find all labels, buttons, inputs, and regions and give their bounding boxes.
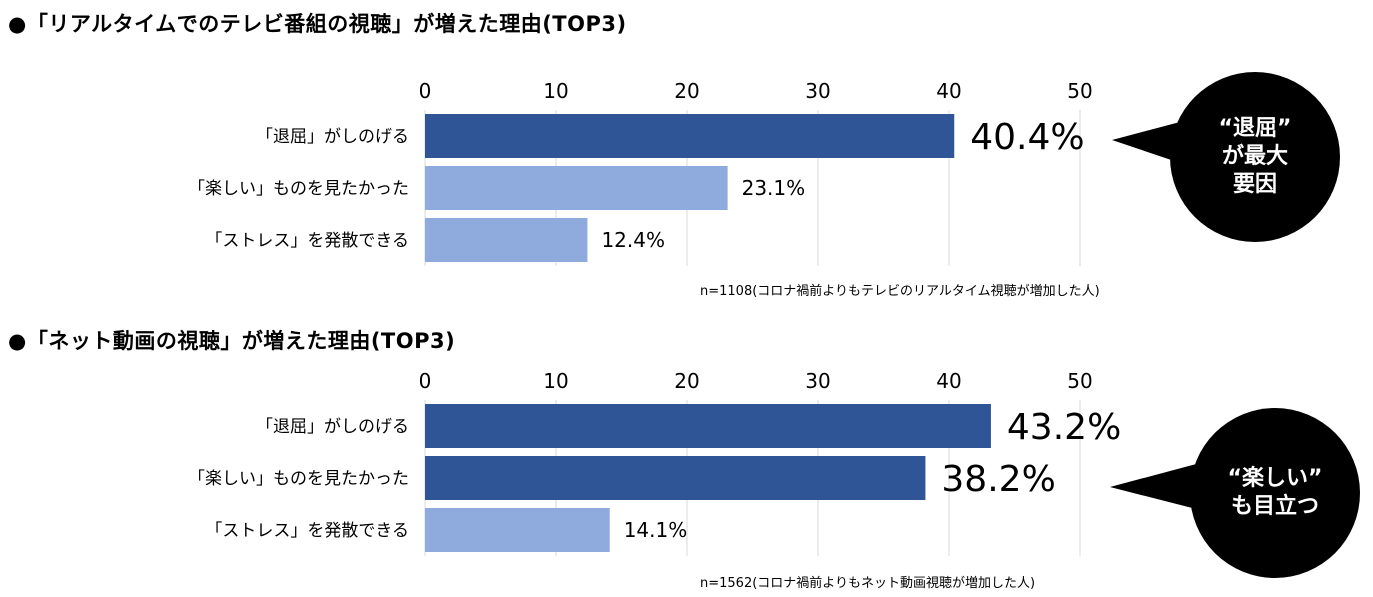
- chart2-bar-chart: 0 10 20 30 40 50 「退屈」がしのげる 43.2% 「楽しい」ものを見たかった 38…: [188, 369, 1121, 556]
- chart2-bar: [425, 508, 610, 552]
- chart2-tick-label: 20: [674, 369, 699, 393]
- chart1-tick-label: 40: [936, 79, 961, 103]
- chart2-bar: [425, 456, 926, 500]
- chart1-value-label: 23.1%: [742, 176, 806, 200]
- chart2-category-label: 「楽しい」ものを見たかった: [188, 469, 409, 489]
- chart2-callout-text: “楽しい” も目立つ: [1227, 466, 1323, 519]
- chart1-tick-label: 50: [1067, 79, 1092, 103]
- chart2-tick-label: 0: [419, 369, 432, 393]
- chart2-title: ●「ネット動画の視聴」が増えた理由(TOP3): [8, 329, 456, 353]
- chart1-callout-text: “退屈” が最大 要因: [1218, 116, 1292, 197]
- chart1-category-label: 「ストレス」を発散できる: [205, 231, 409, 251]
- chart1-value-label: 12.4%: [601, 228, 665, 252]
- chart1-title: ●「リアルタイムでのテレビ番組の視聴」が増えた理由(TOP3): [8, 12, 627, 36]
- chart1-bar: [425, 114, 955, 158]
- chart1-category-label: 「楽しい」ものを見たかった: [188, 179, 409, 199]
- chart2-tick-label: 50: [1067, 369, 1092, 393]
- chart2-value-label: 43.2%: [1007, 407, 1121, 448]
- chart2-sample-note: n=1562(コロナ禍前よりもネット動画視聴が増加した人): [700, 576, 1036, 591]
- chart2-category-label: 「ストレス」を発散できる: [205, 521, 409, 541]
- chart1-sample-note: n=1108(コロナ禍前よりもテレビのリアルタイム視聴が増加した人): [700, 284, 1100, 299]
- chart2-tick-label: 40: [936, 369, 961, 393]
- chart2-category-label: 「退屈」がしのげる: [256, 417, 409, 437]
- chart2-value-label: 14.1%: [624, 518, 688, 542]
- chart2-value-label: 38.2%: [941, 459, 1055, 500]
- chart1-category-label: 「退屈」がしのげる: [256, 127, 409, 147]
- chart2-bar: [425, 404, 991, 448]
- chart1-bar: [425, 218, 588, 262]
- chart2-tick-label: 10: [543, 369, 568, 393]
- chart1-bar: [425, 166, 728, 210]
- chart2-callout-bubble: “楽しい” も目立つ: [1190, 408, 1360, 578]
- chart1-callout-bubble: “退屈” が最大 要因: [1170, 72, 1340, 242]
- chart1-tick-label: 0: [419, 79, 432, 103]
- chart2-tick-label: 30: [805, 369, 830, 393]
- chart1-tick-label: 30: [805, 79, 830, 103]
- chart1-bar-chart: 0 10 20 30 40 50 「退屈」がしのげる 40.4% 「楽しい」ものを見たかった 23…: [188, 79, 1093, 266]
- chart1-tick-label: 10: [543, 79, 568, 103]
- chart1-value-label: 40.4%: [970, 117, 1084, 158]
- chart1-tick-label: 20: [674, 79, 699, 103]
